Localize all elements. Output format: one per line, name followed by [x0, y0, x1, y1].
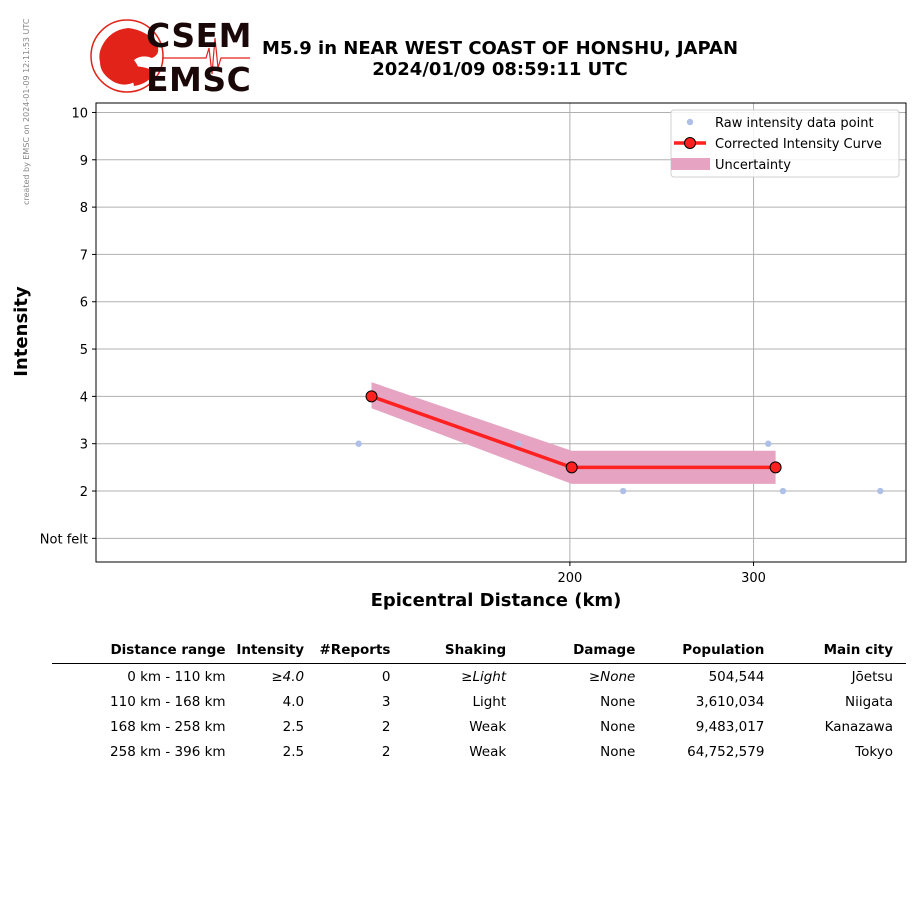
table-cell: None [600, 718, 636, 735]
table-cell: None [600, 693, 636, 710]
table-row: 0 km - 110 km ≥4.0 0 ≥Light ≥None 504,544 Jōet… [52, 664, 906, 690]
table-cell: 3 [381, 693, 391, 710]
legend-label-raw: Raw intensity data point [715, 116, 874, 131]
legend-marker-raw [686, 118, 694, 126]
corrected-curve-point [769, 461, 782, 474]
table-body: 0 km - 110 km ≥4.0 0 ≥Light ≥None 504,544 Jōet… [52, 664, 906, 765]
table-row: 168 km - 258 km 2.5 2 Weak None 9,483,017 Kana… [52, 714, 906, 739]
logo-emsc: EMSC [146, 60, 252, 99]
title-line-1: M5.9 in NEAR WEST COAST OF HONSHU, JAPAN [261, 38, 739, 59]
table-cell: 2 [381, 743, 391, 760]
table-row: 258 km - 396 km 2.5 2 Weak None 64,752,579 Tok… [52, 739, 906, 764]
table-cell: 258 km - 396 km [110, 743, 226, 760]
legend-marker-band [671, 158, 710, 170]
legend-box [670, 109, 900, 178]
table-cell: ≥Light [461, 668, 507, 685]
table-cell: 3,610,034 [695, 693, 765, 710]
y-tick-label: 3 [80, 438, 88, 453]
raw-data-point [765, 440, 772, 447]
table-header-row: Distance range Intensity #Reports Shaking Da… [52, 642, 906, 664]
uncertainty-band [371, 382, 776, 484]
table-cell: Kanazawa [824, 718, 893, 735]
legend-label-curve: Corrected Intensity Curve [715, 137, 882, 152]
table-header-cell: #Reports [304, 642, 391, 664]
emsc-logo: CSEM EMSC [90, 16, 260, 99]
chart-title: M5.9 in NEAR WEST COAST OF HONSHU, JAPAN… [240, 38, 760, 80]
corrected-curve-point [365, 390, 378, 403]
logo-csem: CSEM [146, 16, 252, 55]
y-tick-label: 9 [80, 154, 88, 169]
table-cell: 0 [381, 668, 391, 685]
table-cell: 4.0 [282, 693, 305, 710]
y-tick-label: 2 [80, 485, 88, 500]
table-cell: Light [472, 693, 507, 710]
table-header-cell: Damage [506, 642, 636, 664]
y-tick-label: Not felt [40, 532, 88, 547]
table-cell: ≥None [588, 668, 636, 685]
table-cell: 64,752,579 [687, 743, 765, 760]
table-cell: 110 km - 168 km [110, 693, 226, 710]
y-tick-label: 7 [80, 248, 88, 263]
raw-data-point [355, 440, 362, 447]
table-cell: Tokyo [855, 743, 893, 760]
legend-label-band: Uncertainty [715, 158, 791, 173]
x-tick-label: 300 [741, 571, 766, 586]
y-tick-label: 6 [80, 296, 88, 311]
x-tick-label: 200 [557, 571, 582, 586]
x-axis-label: Epicentral Distance (km) [371, 590, 622, 611]
legend-marker-curve-point [684, 137, 696, 149]
table-header-cell: Main city [764, 642, 906, 664]
table-cell: 0 km - 110 km [127, 668, 226, 685]
y-tick-label: 4 [80, 390, 88, 405]
table-cell: Jōetsu [851, 668, 893, 685]
table-row: 110 km - 168 km 4.0 3 Light None 3,610,034 Nii… [52, 689, 906, 714]
title-line-2: 2024/01/09 08:59:11 UTC [372, 59, 628, 80]
table-cell: 2.5 [282, 718, 305, 735]
globe-logo-icon [90, 19, 250, 93]
y-axis-label: Intensity [11, 286, 32, 377]
table-cell: None [600, 743, 636, 760]
table-cell: 2 [381, 718, 391, 735]
table-header-cell: Distance range [52, 642, 226, 664]
table-cell: Niigata [844, 693, 893, 710]
y-tick-label: 10 [71, 106, 88, 121]
raw-data-point [515, 440, 522, 447]
table-cell: 504,544 [708, 668, 765, 685]
table-cell: 2.5 [282, 743, 305, 760]
y-tick-label: 5 [80, 343, 88, 358]
raw-data-point [779, 487, 787, 495]
intensity-chart: Not felt 2 3 4 5 6 7 8 9 10 200 300 Epicentral Dista… [11, 102, 907, 611]
plot-frame [95, 102, 907, 563]
table-header-cell: Intensity [225, 642, 305, 664]
table-cell: 9,483,017 [695, 718, 765, 735]
table-cell: 168 km - 258 km [110, 718, 226, 735]
table-cell: Weak [469, 743, 507, 760]
corrected-curve-point [565, 461, 578, 474]
y-tick-label: 8 [80, 201, 88, 216]
table-header-cell: Population [635, 642, 765, 664]
table-cell: ≥4.0 [271, 668, 305, 685]
intensity-table: Distance range Intensity #Reports Shaking Da… [52, 642, 906, 764]
table-header-cell: Shaking [390, 642, 507, 664]
raw-data-point [877, 487, 884, 495]
table-cell: Weak [469, 718, 507, 735]
raw-data-point [619, 487, 627, 495]
